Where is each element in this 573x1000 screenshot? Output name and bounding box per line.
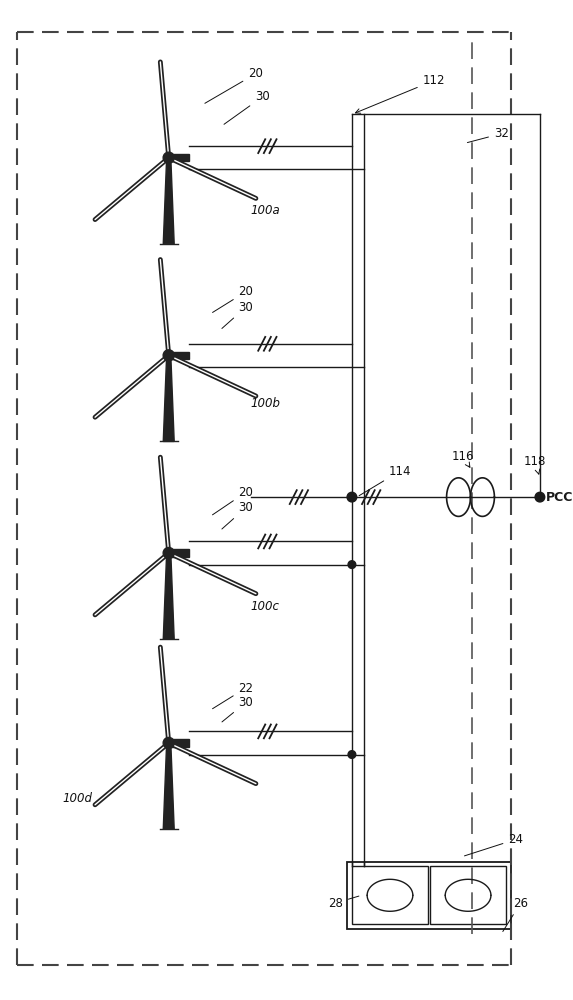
Text: 28: 28 <box>328 896 359 910</box>
Text: 114: 114 <box>359 465 411 496</box>
Text: 120: 120 <box>0 999 1 1000</box>
Text: 118: 118 <box>524 455 546 474</box>
Circle shape <box>535 492 545 502</box>
Text: 26: 26 <box>503 897 528 932</box>
Text: 112: 112 <box>355 74 445 113</box>
Circle shape <box>163 350 174 361</box>
Text: 100b: 100b <box>250 397 281 410</box>
Text: 30: 30 <box>222 301 253 328</box>
Text: 100c: 100c <box>250 600 280 613</box>
Circle shape <box>163 737 174 749</box>
Bar <box>352 866 428 924</box>
Text: 30: 30 <box>222 501 253 529</box>
Text: 20: 20 <box>213 486 253 515</box>
Circle shape <box>163 547 174 559</box>
Bar <box>167 739 189 747</box>
Bar <box>347 862 511 929</box>
Text: PCC: PCC <box>545 491 573 504</box>
Text: 100d: 100d <box>62 792 93 805</box>
Circle shape <box>163 152 174 163</box>
Text: 24: 24 <box>465 833 523 856</box>
Bar <box>167 352 189 359</box>
Bar <box>167 549 189 557</box>
Circle shape <box>348 751 356 758</box>
Polygon shape <box>163 163 174 244</box>
Text: 20: 20 <box>205 67 263 103</box>
Circle shape <box>348 561 356 568</box>
Bar <box>430 866 506 924</box>
Polygon shape <box>163 360 174 441</box>
Circle shape <box>347 492 357 502</box>
Polygon shape <box>163 558 174 639</box>
Text: 116: 116 <box>452 450 474 467</box>
Text: 100a: 100a <box>250 204 280 217</box>
Bar <box>167 154 189 161</box>
Text: 32: 32 <box>468 127 509 143</box>
Polygon shape <box>163 748 174 829</box>
Text: 20: 20 <box>213 285 253 312</box>
Text: 30: 30 <box>224 90 270 124</box>
Text: 22: 22 <box>213 682 253 709</box>
Text: 30: 30 <box>222 696 253 722</box>
